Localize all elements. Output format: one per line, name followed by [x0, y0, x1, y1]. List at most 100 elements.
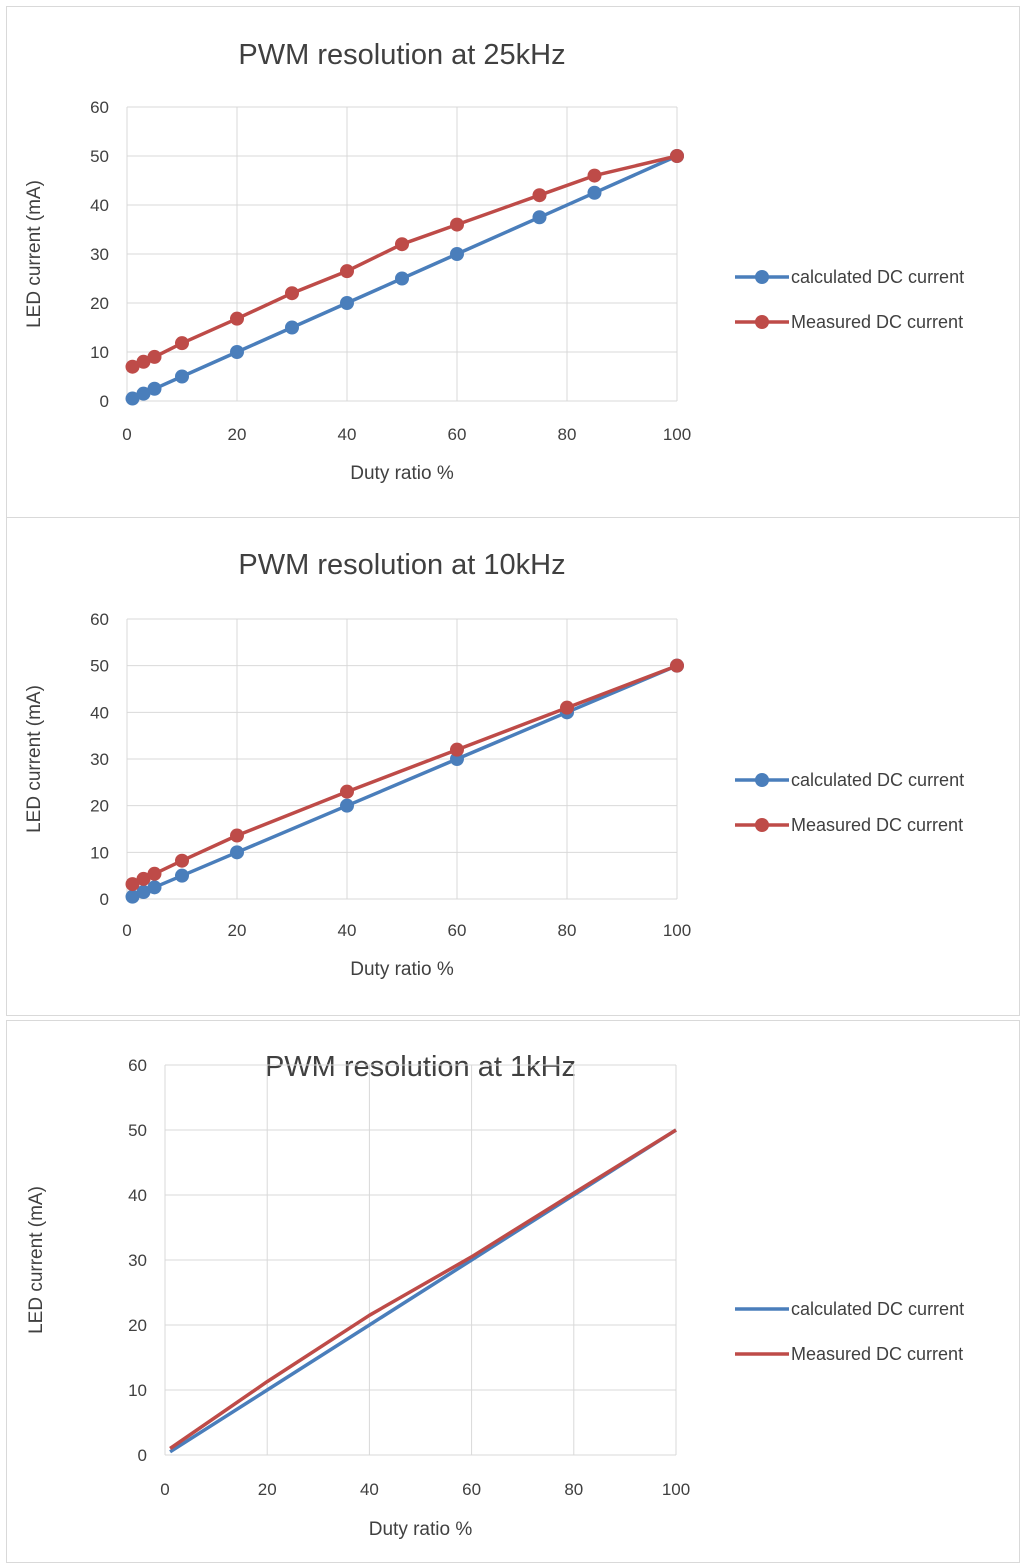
chart1-point-0-4	[230, 845, 244, 860]
chart1-xtick-80: 80	[558, 921, 577, 940]
chart1-ytick-40: 40	[90, 703, 109, 722]
chart0-ytick-60: 60	[90, 98, 109, 117]
chart0-ytick-40: 40	[90, 196, 109, 215]
chart2-ytick-0: 0	[138, 1446, 147, 1465]
chart2-xtick-20: 20	[258, 1480, 277, 1499]
chart1-xtick-100: 100	[663, 921, 691, 940]
chart1-point-1-2	[147, 866, 162, 881]
chart1-ytick-0: 0	[100, 890, 109, 909]
chart0-point-1-2	[147, 349, 162, 364]
chart0-xtick-20: 20	[228, 425, 247, 444]
chart1-xtick-20: 20	[228, 921, 247, 940]
chart2-series-line-1	[169, 1128, 677, 1450]
chart0-point-0-8	[450, 247, 464, 261]
chart0-ytick-20: 20	[90, 294, 109, 313]
chart0-point-1-8	[450, 217, 464, 232]
chart0-ytick-30: 30	[90, 245, 109, 264]
chart-svg-10khz: PWM resolution at 10kHz 0 10 20 30 40 50 60 0 20 4…	[24, 549, 964, 980]
chart0-ytick-0: 0	[100, 392, 109, 411]
chart-panel-1khz: PWM resolution at 1kHz 0 10 20 30 40 50 60 0 20 40…	[6, 1020, 1020, 1563]
chart0-ylabel: LED current (mA)	[24, 180, 45, 328]
chart2-xtick-80: 80	[564, 1480, 583, 1499]
chart0-xtick-100: 100	[663, 425, 691, 444]
chart2-xtick-0: 0	[160, 1480, 169, 1499]
chart0-ytick-10: 10	[90, 343, 109, 362]
chart1-point-0-5	[340, 798, 354, 813]
chart0-point-1-7	[395, 237, 409, 252]
chart1-point-1-8	[670, 658, 684, 673]
chart0-point-0-2	[147, 381, 162, 396]
chart1-ylabel: LED current (mA)	[24, 685, 45, 833]
chart1-point-1-4	[230, 828, 244, 843]
chart2-ytick-50: 50	[128, 1121, 147, 1140]
chart0-xtick-60: 60	[448, 425, 467, 444]
chart-svg-1khz: PWM resolution at 1kHz 0 10 20 30 40 50 60 0 20 40…	[26, 1051, 964, 1540]
chart2-legend-label-1: Measured DC current	[791, 1344, 963, 1364]
chart0-point-0-3	[175, 369, 189, 384]
chart1-xtick-40: 40	[338, 921, 357, 940]
chart1-title: PWM resolution at 10kHz	[238, 549, 565, 581]
chart-panel-25khz: PWM resolution at 25kHz 0 10 20 30 40 50 60 0 20 4…	[6, 6, 1020, 518]
chart1-xlabel: Duty ratio %	[350, 959, 454, 980]
chart2-legend-label-0: calculated DC current	[791, 1299, 964, 1319]
chart0-point-0-0	[125, 391, 140, 406]
chart1-point-0-1	[136, 885, 151, 899]
chart0-point-0-4	[230, 345, 244, 359]
chart1-series-line-0	[131, 664, 678, 899]
chart0-point-1-6	[340, 264, 354, 279]
chart2-ytick-60: 60	[128, 1056, 147, 1075]
chart0-point-1-1	[136, 354, 151, 369]
chart1-series-line-1	[131, 664, 678, 886]
chart1-point-1-3	[175, 853, 189, 868]
chart0-legend-marker-0	[755, 270, 769, 284]
chart0-point-1-10	[587, 168, 602, 183]
chart2-xlabel: Duty ratio %	[369, 1519, 473, 1540]
chart1-point-1-0	[125, 877, 140, 892]
chart1-point-1-5	[340, 784, 354, 799]
chart1-point-1-1	[136, 871, 151, 886]
chart0-legend-label-1: Measured DC current	[791, 312, 963, 332]
chart2-ytick-20: 20	[128, 1316, 147, 1335]
chart1-point-1-7	[560, 700, 574, 715]
chart2-ytick-30: 30	[128, 1251, 147, 1270]
chart2-ytick-40: 40	[128, 1186, 147, 1205]
chart0-title: PWM resolution at 25kHz	[238, 39, 565, 71]
chart0-point-0-9	[532, 210, 547, 225]
chart1-xtick-60: 60	[448, 921, 467, 940]
chart0-point-1-5	[285, 286, 299, 301]
chart2-title: PWM resolution at 1kHz	[265, 1051, 576, 1083]
chart1-ytick-10: 10	[90, 843, 109, 862]
chart0-point-0-5	[285, 320, 299, 335]
chart-panel-10khz: PWM resolution at 10kHz 0 10 20 30 40 50 60 0 20 4…	[6, 517, 1020, 1016]
chart0-point-1-0	[125, 359, 140, 374]
chart1-ytick-30: 30	[90, 750, 109, 769]
chart0-xtick-80: 80	[558, 425, 577, 444]
chart0-point-1-11	[670, 149, 684, 163]
chart1-point-1-6	[450, 742, 464, 757]
chart0-point-0-7	[395, 271, 409, 286]
chart0-ytick-50: 50	[90, 147, 109, 166]
chart0-xlabel: Duty ratio %	[350, 463, 454, 484]
chart1-legend-label-1: Measured DC current	[791, 815, 963, 835]
chart0-point-0-1	[136, 386, 151, 401]
chart0-point-0-10	[587, 185, 602, 200]
chart0-point-1-3	[175, 336, 189, 351]
chart2-ylabel: LED current (mA)	[26, 1186, 47, 1334]
chart2-xtick-40: 40	[360, 1480, 379, 1499]
chart1-point-0-2	[147, 880, 162, 895]
chart2-xtick-60: 60	[462, 1480, 481, 1499]
chart1-xtick-0: 0	[122, 921, 131, 940]
chart1-ytick-20: 20	[90, 797, 109, 816]
chart1-ytick-60: 60	[90, 610, 109, 629]
chart0-legend-label-0: calculated DC current	[791, 267, 964, 287]
chart0-point-1-9	[532, 188, 547, 203]
chart1-ytick-50: 50	[90, 657, 109, 676]
chart0-legend-marker-1	[755, 315, 769, 329]
chart0-xtick-40: 40	[338, 425, 357, 444]
chart1-legend-label-0: calculated DC current	[791, 770, 964, 790]
chart2-ytick-10: 10	[128, 1381, 147, 1400]
chart2-xtick-100: 100	[662, 1480, 690, 1499]
chart1-legend-marker-0	[755, 773, 769, 787]
chart-svg-25khz: PWM resolution at 25kHz 0 10 20 30 40 50 60 0 20 4…	[24, 39, 964, 484]
chart0-point-1-4	[230, 311, 244, 326]
